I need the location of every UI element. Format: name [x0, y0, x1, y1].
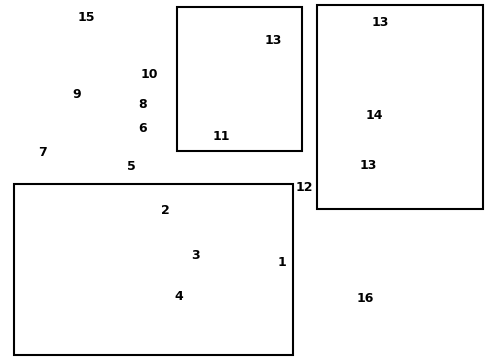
Text: 8: 8 [138, 99, 146, 112]
Text: 9: 9 [72, 88, 81, 101]
Text: 13: 13 [264, 34, 282, 47]
Text: 16: 16 [356, 292, 373, 305]
Text: 1: 1 [277, 256, 285, 269]
Bar [14, 184, 292, 355]
Text: 7: 7 [38, 146, 47, 159]
Text: 14: 14 [366, 109, 383, 122]
Text: 11: 11 [212, 130, 229, 143]
Text: 6: 6 [138, 122, 146, 135]
Text: 15: 15 [78, 11, 95, 24]
Text: 3: 3 [191, 248, 200, 261]
Bar [317, 5, 482, 208]
Text: 4: 4 [174, 289, 183, 303]
Text: 5: 5 [127, 160, 136, 173]
Text: 13: 13 [359, 159, 376, 172]
Text: 12: 12 [294, 181, 312, 194]
Bar [177, 7, 301, 152]
Text: 2: 2 [161, 204, 169, 217]
Text: 13: 13 [371, 16, 388, 29]
Text: 10: 10 [141, 68, 158, 81]
